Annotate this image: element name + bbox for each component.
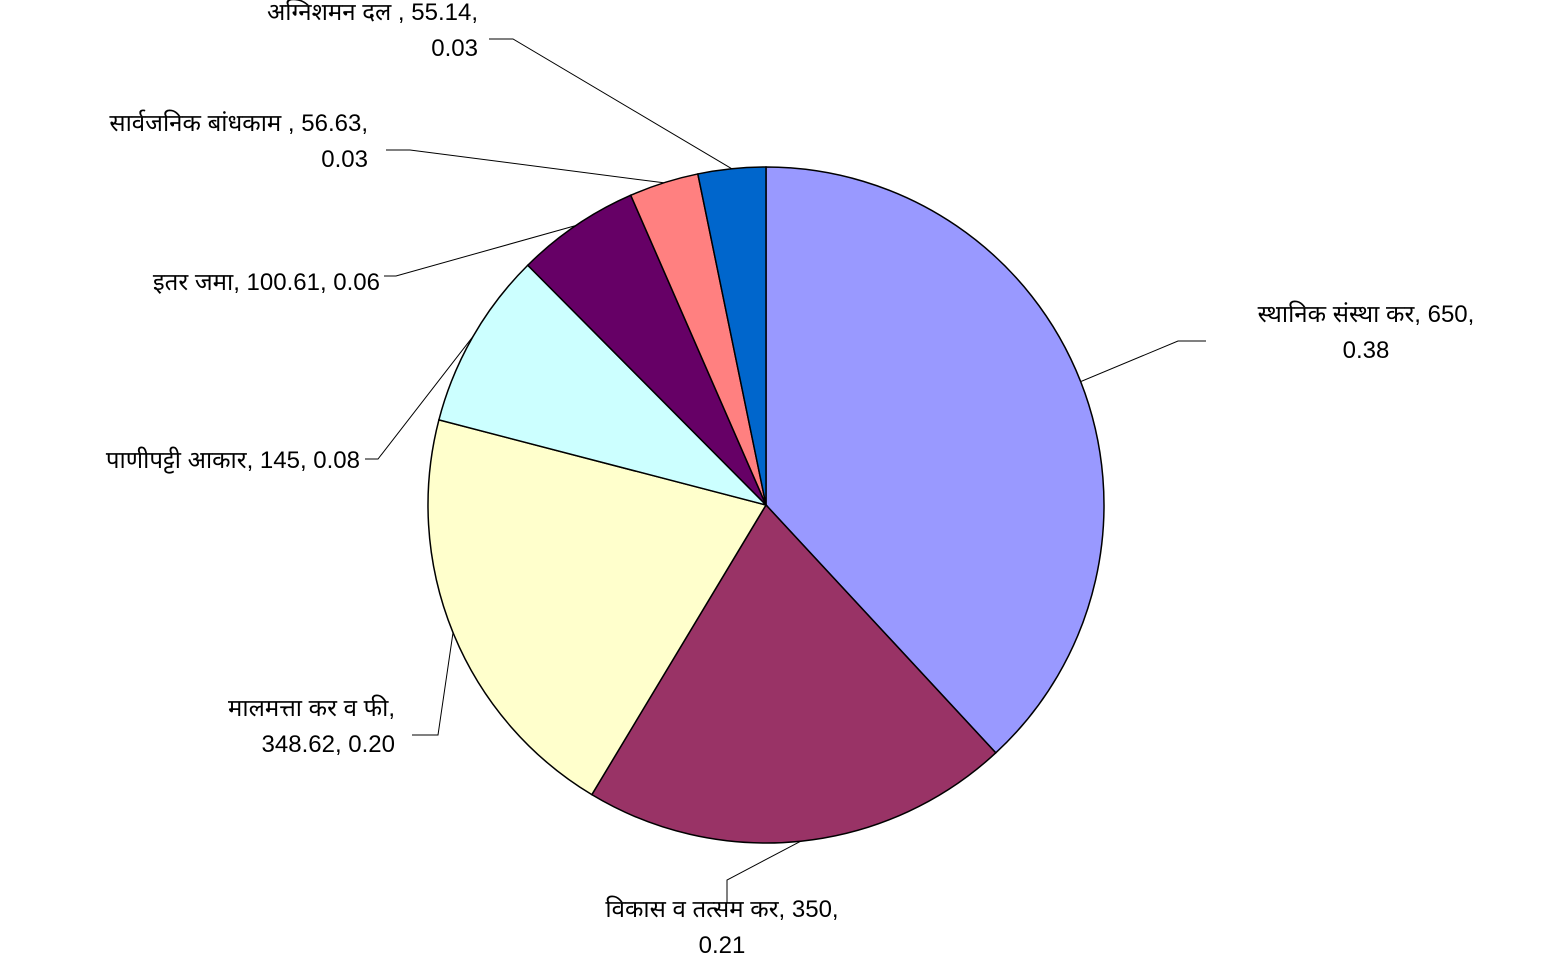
data-label-line: 0.03 bbox=[431, 35, 478, 62]
leader-line bbox=[365, 336, 474, 460]
data-label: स्थानिक संस्था कर, 650, 0.38 bbox=[1258, 300, 1475, 364]
leader-line bbox=[412, 632, 454, 736]
data-label: सार्वजनिक बांधकाम , 56.63, 0.03 bbox=[109, 109, 368, 173]
pie-slice bbox=[437, 264, 769, 507]
data-label-line: 0.21 bbox=[699, 932, 746, 959]
data-label-line: 348.62, 0.20 bbox=[262, 731, 395, 758]
data-label: पाणीपट्टी आकार, 145, 0.08 bbox=[106, 446, 360, 474]
pie-slices bbox=[427, 166, 1105, 844]
data-label-line: 0.03 bbox=[321, 146, 368, 173]
pie-slice bbox=[696, 166, 767, 506]
data-label: विकास व तत्सम कर, 350, 0.21 bbox=[605, 895, 838, 959]
leader-line bbox=[489, 38, 732, 170]
data-label-line: अग्निशमन दल , 55.14, bbox=[267, 0, 478, 26]
leader-line bbox=[386, 149, 664, 184]
data-label-line: सार्वजनिक बांधकाम , 56.63, bbox=[109, 109, 368, 137]
data-labels: स्थानिक संस्था कर, 650, 0.38 विकास व तत्सम… bbox=[106, 0, 1474, 959]
pie-slice bbox=[765, 166, 1105, 754]
leader-line bbox=[1080, 340, 1206, 383]
data-label-line: स्थानिक संस्था कर, 650, bbox=[1258, 300, 1475, 328]
data-label-line: इतर जमा, 100.61, 0.06 bbox=[153, 269, 380, 296]
data-label-line: 0.38 bbox=[1343, 337, 1390, 364]
data-label: अग्निशमन दल , 55.14, 0.03 bbox=[267, 0, 478, 62]
pie-slice bbox=[590, 503, 997, 844]
data-label-line: पाणीपट्टी आकार, 145, 0.08 bbox=[106, 446, 360, 474]
leader-line bbox=[726, 840, 802, 903]
data-label-line: विकास व तत्सम कर, 350, bbox=[605, 895, 838, 923]
data-label: इतर जमा, 100.61, 0.06 bbox=[153, 269, 380, 296]
data-label-line: मालमत्ता कर व फी, bbox=[228, 694, 395, 722]
leader-line bbox=[384, 225, 577, 277]
data-label: मालमत्ता कर व फी, 348.62, 0.20 bbox=[228, 694, 395, 758]
pie-slice bbox=[427, 418, 768, 796]
pie-slice bbox=[526, 194, 767, 506]
leader-lines bbox=[365, 38, 1206, 903]
